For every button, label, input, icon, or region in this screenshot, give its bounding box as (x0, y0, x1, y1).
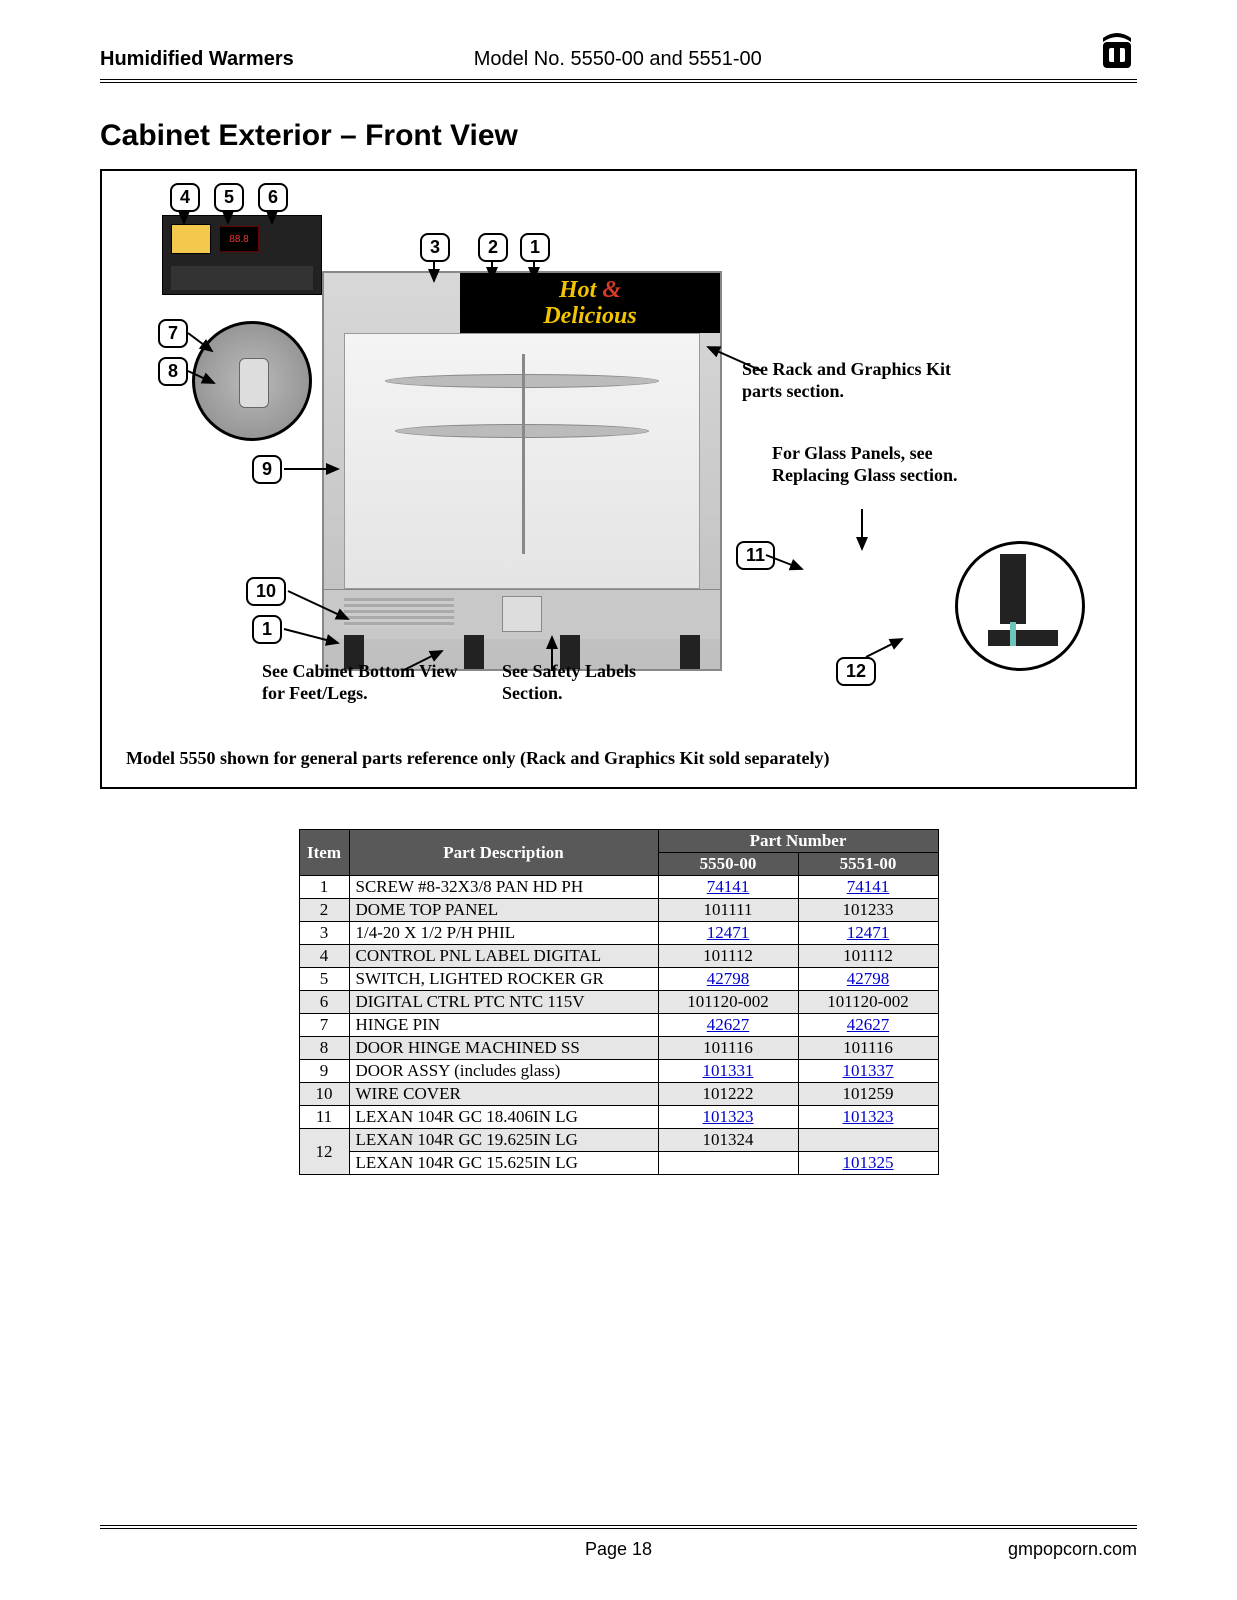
cell-desc: 1/4-20 X 1/2 P/H PHIL (349, 922, 658, 945)
note-safety: See Safety Labels Section. (502, 661, 682, 704)
cell-partnum[interactable]: 12471 (798, 922, 938, 945)
cell-partnum[interactable]: 12471 (658, 922, 798, 945)
cell-partnum: 101222 (658, 1083, 798, 1106)
cell-desc: HINGE PIN (349, 1014, 658, 1037)
cell-partnum (798, 1129, 938, 1152)
parts-table: Item Part Description Part Number 5550-0… (299, 829, 939, 1175)
table-row: 12LEXAN 104R GC 19.625IN LG101324 (299, 1129, 938, 1152)
col-desc: Part Description (349, 830, 658, 876)
cell-partnum[interactable]: 101323 (798, 1106, 938, 1129)
table-row: LEXAN 104R GC 15.625IN LG 101325 (299, 1152, 938, 1175)
cell-item: 3 (299, 922, 349, 945)
cell-partnum[interactable]: 101337 (798, 1060, 938, 1083)
cell-desc: SCREW #8-32X3/8 PAN HD PH (349, 876, 658, 899)
note-feet: See Cabinet Bottom View for Feet/Legs. (262, 661, 462, 704)
cell-partnum: 101324 (658, 1129, 798, 1152)
cell-desc: SWITCH, LIGHTED ROCKER GR (349, 968, 658, 991)
table-row: 8DOOR HINGE MACHINED SS101116101116 (299, 1037, 938, 1060)
cell-item: 8 (299, 1037, 349, 1060)
cell-item: 9 (299, 1060, 349, 1083)
cell-partnum: 101116 (798, 1037, 938, 1060)
cell-partnum[interactable]: 42798 (798, 968, 938, 991)
note-rack: See Rack and Graphics Kit parts section. (742, 359, 962, 402)
cell-partnum: 101120-002 (798, 991, 938, 1014)
table-row: 1SCREW #8-32X3/8 PAN HD PH7414174141 (299, 876, 938, 899)
table-row: 9DOOR ASSY (includes glass)101331101337 (299, 1060, 938, 1083)
cell-partnum (658, 1152, 798, 1175)
cell-partnum[interactable]: 74141 (658, 876, 798, 899)
table-row: 2DOME TOP PANEL101111101233 (299, 899, 938, 922)
cell-partnum[interactable]: 101331 (658, 1060, 798, 1083)
section-title: Cabinet Exterior – Front View (100, 119, 1137, 153)
cell-item: 2 (299, 899, 349, 922)
cell-desc: DOOR HINGE MACHINED SS (349, 1037, 658, 1060)
header-rule (100, 79, 1137, 83)
col-item: Item (299, 830, 349, 876)
page-number: Page 18 (300, 1539, 937, 1560)
cell-item: 5 (299, 968, 349, 991)
cell-partnum: 101111 (658, 899, 798, 922)
cell-partnum[interactable]: 42798 (658, 968, 798, 991)
table-row: 10WIRE COVER101222101259 (299, 1083, 938, 1106)
cell-partnum[interactable]: 101325 (798, 1152, 938, 1175)
table-row: 6DIGITAL CTRL PTC NTC 115V101120-0021011… (299, 991, 938, 1014)
col-model-1: 5550-00 (658, 853, 798, 876)
cell-item: 11 (299, 1106, 349, 1129)
cell-desc: LEXAN 104R GC 18.406IN LG (349, 1106, 658, 1129)
cell-desc: DOME TOP PANEL (349, 899, 658, 922)
col-pn: Part Number (658, 830, 938, 853)
cell-partnum: 101116 (658, 1037, 798, 1060)
cell-partnum: 101233 (798, 899, 938, 922)
col-model-2: 5551-00 (798, 853, 938, 876)
cell-desc: WIRE COVER (349, 1083, 658, 1106)
footer-rule (100, 1525, 1137, 1529)
note-glass: For Glass Panels, see Replacing Glass se… (772, 443, 972, 486)
cell-desc: CONTROL PNL LABEL DIGITAL (349, 945, 658, 968)
footer-site: gmpopcorn.com (937, 1539, 1137, 1560)
cell-partnum[interactable]: 74141 (798, 876, 938, 899)
cell-item: 1 (299, 876, 349, 899)
cell-partnum[interactable]: 42627 (798, 1014, 938, 1037)
cell-item: 7 (299, 1014, 349, 1037)
cell-desc: DOOR ASSY (includes glass) (349, 1060, 658, 1083)
page-footer: Page 18 gmpopcorn.com (100, 1523, 1137, 1560)
cell-item: 12 (299, 1129, 349, 1175)
table-row: 4CONTROL PNL LABEL DIGITAL101112101112 (299, 945, 938, 968)
cell-item: 10 (299, 1083, 349, 1106)
cell-desc: LEXAN 104R GC 19.625IN LG (349, 1129, 658, 1152)
cell-partnum: 101120-002 (658, 991, 798, 1014)
cell-item: 4 (299, 945, 349, 968)
cell-desc: DIGITAL CTRL PTC NTC 115V (349, 991, 658, 1014)
cell-partnum: 101112 (798, 945, 938, 968)
page-header: Humidified Warmers Model No. 5550-00 and… (100, 48, 1137, 77)
cell-partnum: 101259 (798, 1083, 938, 1106)
diagram-caption: Model 5550 shown for general parts refer… (126, 748, 1111, 769)
table-row: 31/4-20 X 1/2 P/H PHIL1247112471 (299, 922, 938, 945)
cell-desc: LEXAN 104R GC 15.625IN LG (349, 1152, 658, 1175)
cell-item: 6 (299, 991, 349, 1014)
brand-logo (1097, 32, 1137, 72)
table-row: 5SWITCH, LIGHTED ROCKER GR4279842798 (299, 968, 938, 991)
cell-partnum[interactable]: 101323 (658, 1106, 798, 1129)
table-row: 7HINGE PIN4262742627 (299, 1014, 938, 1037)
header-category: Humidified Warmers (100, 48, 294, 71)
diagram-container: 88.8 Hot & Delicious 4 5 (100, 169, 1137, 789)
table-row: 11LEXAN 104R GC 18.406IN LG101323101323 (299, 1106, 938, 1129)
header-model: Model No. 5550-00 and 5551-00 (474, 48, 1137, 71)
cell-partnum: 101112 (658, 945, 798, 968)
cell-partnum[interactable]: 42627 (658, 1014, 798, 1037)
